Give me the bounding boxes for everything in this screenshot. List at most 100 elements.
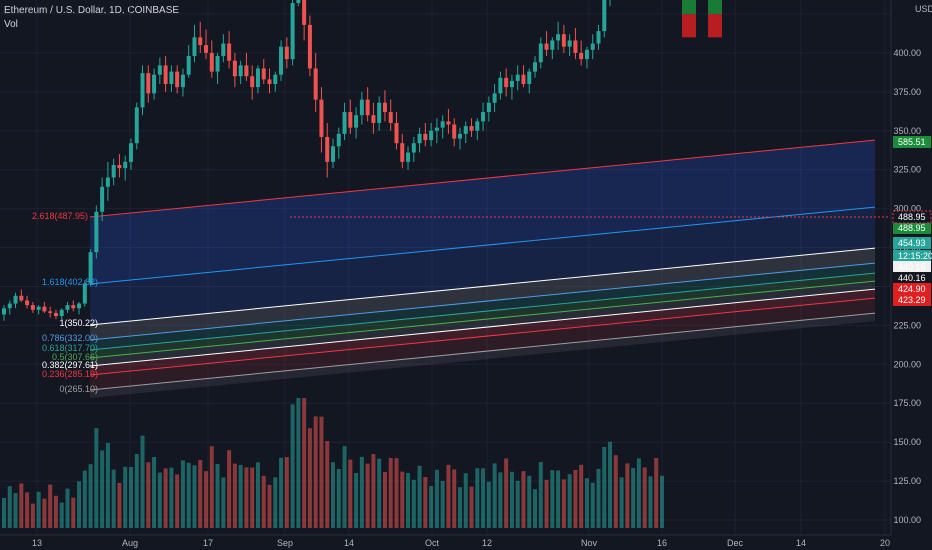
volume-bar (452, 469, 457, 528)
candle-body (227, 43, 232, 61)
volume-bar (625, 463, 630, 528)
candle-body (382, 102, 387, 113)
fib-level-line (89, 297, 876, 376)
candle-body (602, 0, 607, 32)
volume-bar (169, 467, 174, 528)
volume-bar (475, 468, 480, 528)
price-tick-label: 175.00 (893, 398, 921, 408)
volume-bar (204, 471, 209, 528)
fib-level-label: 0.382(297.61) (42, 360, 98, 370)
candle-body (561, 34, 566, 47)
volume-bar (331, 462, 335, 528)
candle-body (25, 300, 30, 306)
volume-bar (42, 498, 47, 528)
volume-bar (636, 458, 641, 528)
candle-body (584, 49, 589, 60)
volume-bar (573, 470, 578, 528)
volume-bar (423, 477, 428, 528)
volume-bar (354, 473, 359, 528)
volume-label: Vol (4, 19, 18, 30)
volume-bar (492, 463, 497, 528)
candle-body (221, 43, 226, 57)
candle-body (13, 295, 18, 304)
fib-band (90, 281, 875, 366)
price-tag-label: 12:15:20 (898, 251, 932, 261)
volume-bar (406, 473, 411, 528)
candle-body (342, 112, 347, 134)
volume-bar (157, 472, 162, 528)
volume-bar (457, 487, 462, 528)
volume-bar (255, 462, 260, 528)
candle-body (325, 136, 330, 162)
volume-bar (602, 447, 607, 528)
volume-bar (215, 464, 220, 528)
price-tag (893, 237, 931, 249)
candle-body (359, 99, 364, 116)
candle-body (36, 306, 41, 310)
volume-bar (296, 398, 301, 528)
candle-body (544, 43, 549, 50)
volume-bar (53, 495, 58, 528)
volume-bar (221, 477, 226, 528)
price-tag-label: 585.51 (898, 137, 926, 147)
candle-body (123, 161, 128, 169)
projection-target-box (682, 0, 696, 15)
candle-body (590, 43, 595, 50)
candle-body (238, 65, 243, 77)
volume-bar (654, 458, 659, 528)
volume-bar (250, 467, 255, 528)
volume-bar (7, 486, 12, 528)
candle-body (527, 71, 532, 85)
candle-body (446, 121, 451, 125)
candle-body (475, 121, 480, 131)
candle-body (463, 126, 468, 134)
candle-body (157, 65, 162, 75)
volume-bar (279, 457, 284, 528)
volume-bar (36, 491, 41, 528)
fib-level-line (89, 280, 876, 359)
candle-body (186, 56, 191, 75)
candle-body (429, 130, 434, 141)
price-tag-label: 488.95 (898, 212, 926, 222)
volume-bar (527, 475, 532, 528)
candle-body (19, 295, 24, 301)
volume-bar (77, 481, 82, 528)
volume-bar (533, 489, 538, 528)
candle-body (302, 0, 307, 25)
volume-bar (550, 470, 555, 528)
candle-body (538, 43, 543, 63)
volume-bar (579, 464, 584, 528)
volume-bar (371, 454, 376, 528)
volume-bar (13, 493, 18, 528)
volume-bar (429, 486, 434, 528)
candle-body (550, 40, 555, 50)
volume-bar (146, 462, 151, 528)
candle-body (406, 152, 411, 162)
volume-bar (348, 459, 353, 528)
candle-body (579, 52, 584, 60)
candle-body (250, 76, 255, 88)
volume-bar (515, 480, 520, 528)
fib-level-label: 1(350.22) (59, 318, 98, 328)
fib-band (90, 207, 875, 325)
volume-bar (561, 479, 566, 528)
volume-bar (307, 428, 312, 528)
candle-body (515, 74, 520, 81)
candle-body (313, 68, 318, 100)
time-axis[interactable]: 13 Aug 17 Sep 14 Oct 12 Nov 16 Dec 14 20 (0, 534, 891, 548)
time-tick-label: 16 (657, 538, 667, 548)
price-tick-label: 350.00 (893, 126, 921, 136)
time-tick-label: 14 (344, 538, 354, 548)
volume-bar (273, 477, 278, 528)
fib-level-label: 0.5(307.66) (52, 352, 98, 362)
time-tick-label: 20 (880, 538, 890, 548)
volume-bar (544, 479, 549, 528)
price-tag (893, 283, 931, 295)
time-tick-label: Aug (122, 538, 138, 548)
fib-level-label: 2.618(487.95) (32, 211, 88, 221)
volume-bar (481, 468, 486, 528)
candle-body (596, 31, 601, 44)
volume-bar (117, 483, 122, 528)
volume-bar (365, 463, 370, 528)
